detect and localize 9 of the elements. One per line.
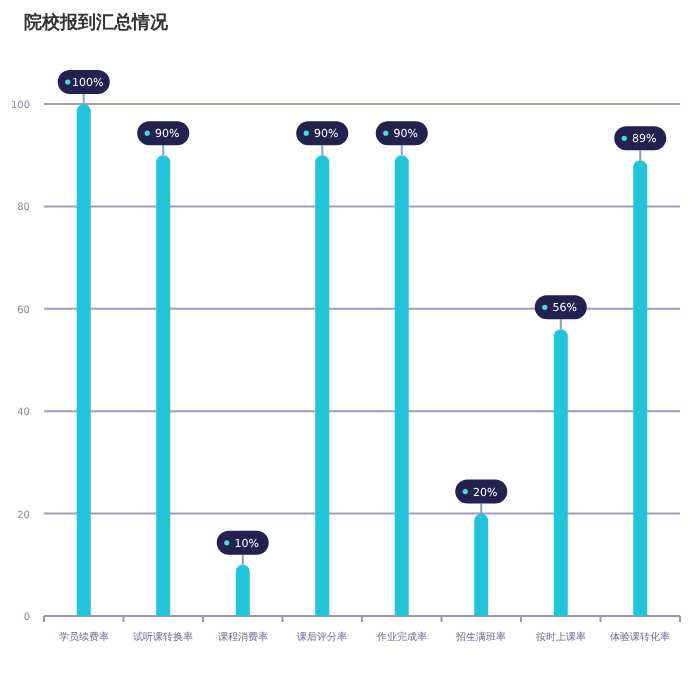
bar (156, 155, 171, 616)
bar (474, 513, 489, 616)
bar (235, 564, 250, 616)
bar (315, 155, 330, 616)
bar (553, 329, 568, 616)
bar (633, 160, 648, 616)
chart-title: 院校报到汇总情况 (24, 12, 170, 34)
bar (76, 104, 91, 616)
bar (394, 155, 409, 616)
